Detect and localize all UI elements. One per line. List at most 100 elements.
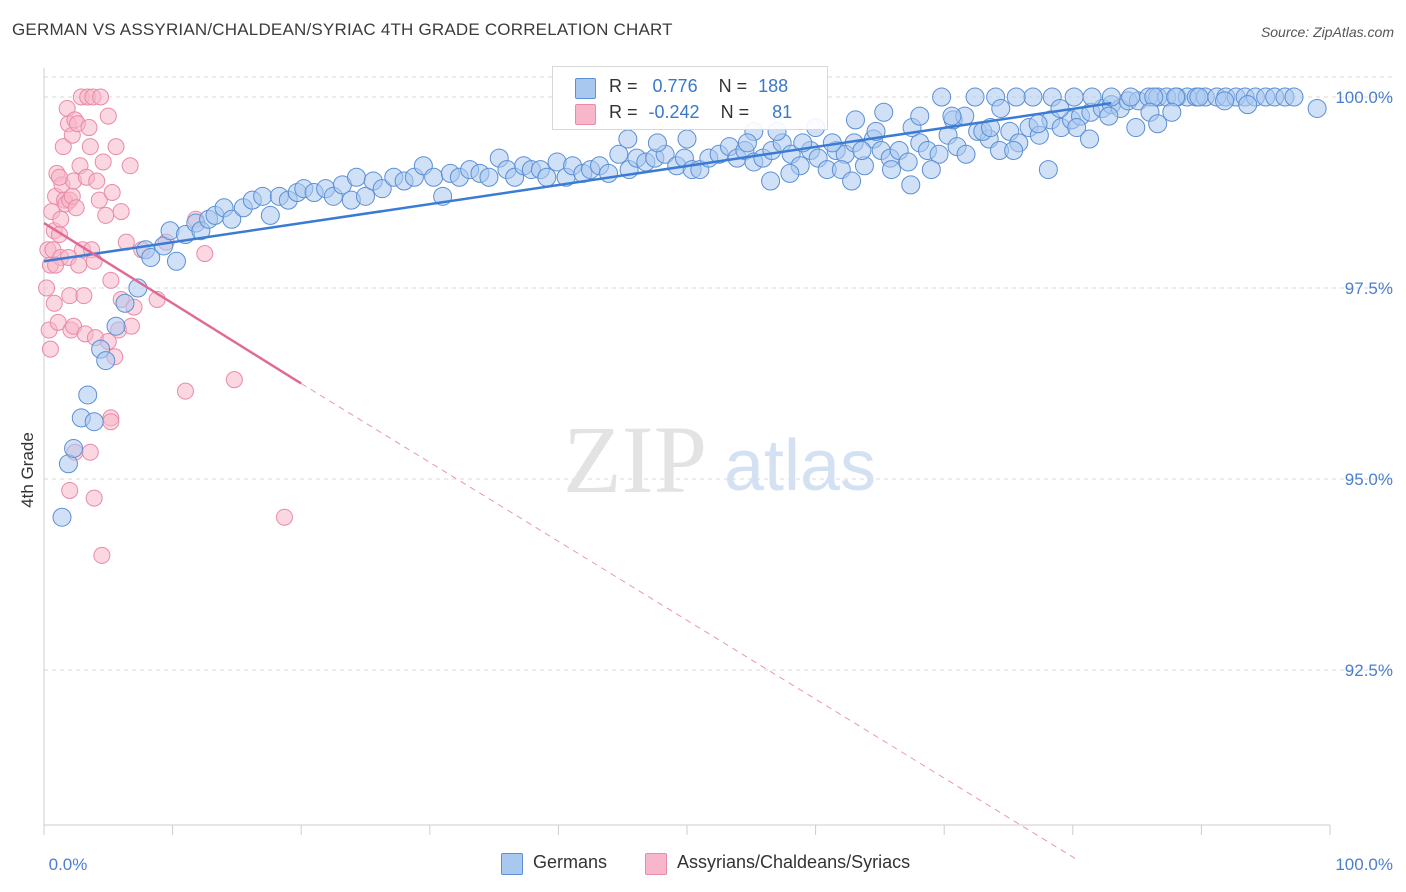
assyrians-point — [107, 138, 125, 156]
assyrians-point — [61, 481, 79, 499]
germans-point — [253, 186, 273, 206]
germans-point — [1080, 129, 1100, 149]
r-label: R = — [609, 102, 638, 122]
germans-point — [537, 167, 557, 187]
germans-point — [1028, 114, 1048, 134]
assyrians-point — [88, 172, 106, 190]
assyrians-point — [112, 203, 130, 221]
gridlines — [44, 76, 1392, 671]
assyrians-point — [196, 245, 214, 263]
germans-r-value: 0.776 — [652, 76, 698, 96]
watermark-atlas: atlas — [724, 426, 876, 506]
germans-point — [84, 412, 104, 432]
germans-point — [761, 171, 781, 191]
germans-point — [479, 167, 499, 187]
germans-point — [1038, 160, 1058, 180]
series-assyrians-points — [38, 88, 293, 564]
germans-point — [115, 293, 135, 313]
germans-swatch — [575, 78, 596, 99]
assyrians-point — [90, 191, 108, 209]
germans-point — [1307, 98, 1327, 118]
assyrians-point — [99, 107, 117, 125]
y-tick-label: 100.0% — [1335, 88, 1393, 107]
x-tick-label-min: 0.0% — [49, 855, 88, 874]
assyrians-point — [92, 88, 110, 106]
germans-point — [1101, 87, 1121, 107]
germans-point — [346, 167, 366, 187]
germans-point — [866, 121, 886, 141]
germans-point — [874, 102, 894, 122]
germans-point — [1006, 87, 1026, 107]
germans-point — [677, 129, 697, 149]
assyrians-legend-swatch — [645, 853, 667, 875]
y-axis-label: 4th Grade — [18, 432, 37, 508]
germans-legend-label: Germans — [533, 852, 608, 872]
assyrians-point — [94, 153, 112, 171]
assyrians-point — [176, 382, 194, 400]
assyrians-swatch — [575, 104, 596, 125]
series-germans-points — [52, 87, 1327, 527]
germans-n-value: 188 — [758, 76, 789, 96]
assyrians-n-value: 81 — [772, 102, 793, 122]
germans-point — [1189, 87, 1209, 107]
germans-point — [845, 110, 865, 130]
source-credit: Source: ZipAtlas.com — [1260, 24, 1394, 40]
assyrians-point — [93, 546, 111, 564]
germans-point — [141, 247, 161, 267]
germans-point — [980, 118, 1000, 138]
tick-labels: 92.5% 95.0% 97.5% 100.0% 0.0% 100.0% — [49, 88, 1393, 874]
watermark-zip: ZIP — [563, 406, 707, 513]
germans-point — [609, 144, 629, 164]
germans-point — [1215, 91, 1235, 111]
germans-point — [1067, 118, 1087, 138]
germans-trend-line — [43, 101, 1112, 263]
assyrians-point — [122, 317, 140, 335]
germans-point — [618, 129, 638, 149]
watermark: ZIP atlas — [563, 406, 876, 513]
germans-point — [737, 133, 757, 153]
germans-point — [1023, 87, 1043, 107]
germans-point — [1050, 98, 1070, 118]
germans-point — [372, 179, 392, 199]
germans-point — [356, 186, 375, 206]
assyrians-trend-line — [43, 221, 302, 385]
assyrians-trend-extension — [300, 383, 1080, 862]
germans-legend-swatch — [501, 853, 523, 875]
r-label: R = — [609, 76, 638, 96]
germans-point — [78, 385, 98, 405]
assyrians-point — [38, 279, 56, 297]
germans-point — [96, 351, 116, 371]
germans-point — [1082, 87, 1102, 107]
assyrians-legend-label: Assyrians/Chaldeans/Syriacs — [677, 852, 911, 872]
assyrians-point — [97, 206, 115, 224]
assyrians-point — [121, 157, 139, 175]
assyrians-r-value: -0.242 — [648, 102, 700, 122]
germans-point — [222, 209, 242, 229]
germans-point — [1099, 106, 1119, 126]
germans-point — [780, 163, 800, 183]
assyrians-point — [50, 168, 68, 186]
germans-point — [1284, 87, 1304, 107]
germans-point — [898, 152, 918, 172]
germans-point — [881, 160, 901, 180]
axes — [43, 68, 1331, 835]
assyrians-point — [54, 138, 72, 156]
assyrians-point — [61, 287, 79, 305]
germans-point — [1126, 118, 1146, 138]
germans-point — [942, 106, 962, 126]
assyrians-point — [225, 371, 243, 389]
trend-lines — [43, 101, 1112, 862]
stats-legend: R = 0.776 N = 188 R = -0.242 N = 81 — [552, 66, 828, 130]
n-label: N = — [720, 102, 750, 122]
germans-point — [52, 507, 72, 527]
assyrians-point — [45, 294, 63, 312]
germans-point — [901, 175, 921, 195]
germans-point — [106, 316, 126, 336]
x-tick-label-max: 100.0% — [1335, 855, 1393, 874]
germans-point — [991, 98, 1011, 118]
assyrians-point — [75, 287, 93, 305]
y-tick-label: 92.5% — [1345, 661, 1393, 680]
germans-point — [1238, 95, 1258, 115]
assyrians-point — [102, 413, 120, 431]
